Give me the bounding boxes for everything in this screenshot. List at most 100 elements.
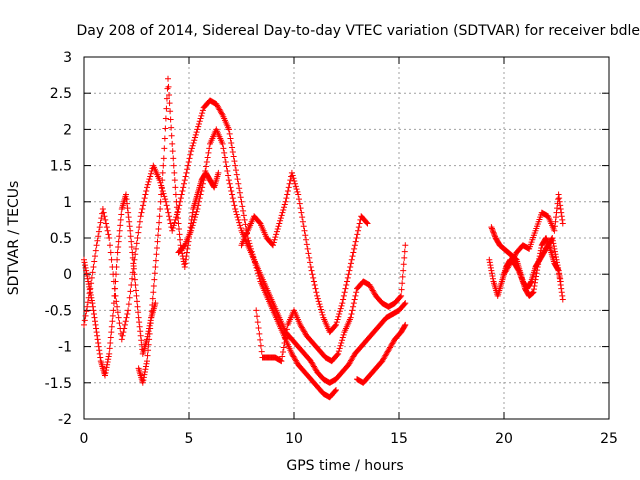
data-point [82,312,89,319]
data-point [556,195,563,202]
data-point [489,226,496,233]
data-point [135,314,142,321]
series-6 [238,169,371,336]
data-point [237,225,244,232]
y-tick-label: 0.5 [50,231,72,247]
data-point [114,256,121,263]
data-point [527,279,534,286]
data-point [146,176,153,183]
data-point [225,177,232,184]
data-point [92,318,99,325]
data-point [161,193,168,200]
data-point [353,235,360,241]
data-point [486,256,493,263]
data-point [347,260,354,267]
data-point [153,244,160,251]
chart-title: Day 208 of 2014, Sidereal Day-to-day VTE… [77,23,640,39]
data-point [340,296,347,303]
data-point [333,321,339,328]
data-point [228,187,235,194]
data-point [488,225,495,232]
data-point [193,129,200,136]
data-point [180,184,187,191]
data-point [487,262,494,269]
data-point [489,275,496,282]
data-point [159,187,166,194]
data-point [81,259,88,266]
data-point [234,176,241,183]
data-point [84,299,91,306]
data-point [177,195,184,202]
data-point [197,191,204,198]
series-11 [501,191,566,278]
y-axis-label: SDTVAR / TECUs [6,181,22,296]
y-tick-label: 3 [63,50,72,66]
data-point [347,263,354,270]
data-point [550,243,557,250]
data-point [225,126,232,133]
data-point [189,213,196,220]
data-point [232,162,239,169]
data-point [108,323,115,330]
data-point [135,309,142,316]
data-point [549,235,556,241]
data-point [281,201,288,208]
series-8 [354,321,409,386]
data-point [311,282,318,289]
y-tick-labels: -2 -1.5 -1 -0.5 0 0.5 1 1.5 2 2.5 3 [45,50,72,428]
data-point [554,205,561,212]
data-point [349,307,356,314]
data-point [107,334,114,341]
data-point [163,105,170,112]
data-point [317,303,324,310]
data-point [160,162,167,169]
data-point [229,144,236,151]
data-point [89,300,96,307]
data-point [191,216,198,223]
data-point [190,219,197,226]
data-point [82,262,89,269]
data-point [517,271,524,278]
data-point [141,371,148,378]
data-point [114,309,121,316]
data-point [185,158,192,165]
data-point [147,173,154,180]
data-point [279,209,286,216]
data-point [236,219,243,226]
data-point [551,223,558,230]
data-point [114,303,121,310]
data-point [108,256,115,263]
data-point [126,294,133,301]
data-point [555,196,562,203]
data-point [140,374,147,381]
data-point [105,231,112,238]
data-point [310,278,317,285]
data-point [92,253,99,260]
data-point [223,163,230,170]
data-point [288,169,295,176]
data-point [101,213,108,220]
data-point [155,232,162,239]
data-point [402,321,409,328]
x-tick-label: 0 [80,431,89,447]
data-point [107,339,114,346]
data-point [530,289,537,296]
data-point [270,239,277,246]
data-point [335,348,342,355]
data-point [83,267,90,274]
data-point [170,162,177,169]
data-point [281,339,288,346]
data-point [83,308,90,315]
data-point [94,336,101,343]
data-point [93,242,100,249]
data-point [301,227,308,234]
data-point [166,100,173,107]
data-point [338,302,345,309]
data-point [144,352,151,359]
data-point [225,172,232,179]
data-point [139,206,146,213]
data-point [558,209,565,216]
data-point [196,118,203,125]
data-point [188,227,195,234]
data-point [557,202,564,209]
